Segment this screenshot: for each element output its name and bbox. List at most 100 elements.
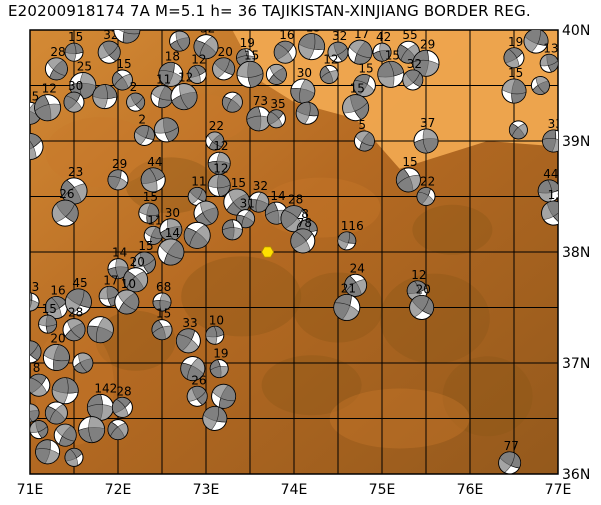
event-depth-label: 44 (543, 167, 558, 181)
focal-mechanism-beachball (180, 356, 206, 382)
lat-tick-label: 36N (562, 467, 590, 483)
focal-mechanism-beachball (30, 292, 40, 312)
event-depth-label: 15 (138, 239, 153, 253)
event-depth-label: 23 (68, 165, 83, 179)
focal-mechanism-beachball (508, 120, 528, 140)
event-depth-label: 22 (420, 175, 435, 189)
focal-mechanism-beachball (537, 179, 558, 203)
mountain-relief (412, 204, 493, 255)
focal-mechanism-beachball (236, 60, 264, 88)
event-depth-label: 14 (165, 226, 180, 240)
event-depth-label: 28 (288, 193, 303, 207)
focal-mechanism-beachball (416, 187, 436, 206)
tarim-basin-area (232, 30, 558, 169)
focal-mechanism-beachball (347, 39, 373, 65)
map-frame (29, 29, 559, 475)
event-depth-label: 26 (191, 373, 206, 387)
focal-mechanism-beachball (395, 167, 421, 193)
event-depth-label: 2 (130, 80, 138, 94)
event-depth-label: 32 (253, 179, 268, 193)
focal-mechanism-beachball (140, 167, 166, 193)
focal-mechanism-beachball (248, 191, 270, 213)
event-depth-label: 33 (182, 316, 197, 330)
focal-mechanism-beachball (187, 64, 207, 84)
map-title: E20200918174 7A M=5.1 h= 36 TAJIKISTAN-X… (8, 2, 531, 20)
event-depth-label: 12 (213, 161, 228, 175)
event-depth-label: 12 (42, 82, 57, 96)
focal-mechanism-beachball (211, 383, 237, 409)
event-depth-label: 12 (191, 52, 206, 66)
focal-mechanism-beachball (30, 133, 44, 161)
focal-mechanism-beachball (92, 84, 118, 110)
focal-mechanism-beachball (34, 94, 62, 122)
event-depth-label: 11 (191, 175, 206, 189)
event-depth-label: 28 (116, 384, 131, 398)
focal-mechanism-beachball (377, 60, 405, 88)
event-depth-label: 18 (165, 49, 180, 63)
mountain-relief (379, 273, 490, 364)
focal-mechanism-beachball (209, 359, 229, 379)
lon-tick-label: 72E (105, 482, 132, 498)
event-depth-label: 78 (297, 216, 312, 230)
event-depth-label: 19 (508, 35, 523, 49)
focal-mechanism-beachball (107, 169, 129, 191)
event-depth-label: 15 (68, 30, 83, 44)
event-depth-label: 20 (218, 45, 233, 59)
focal-mechanism-beachball (78, 416, 106, 444)
event-depth-label: 12 (178, 71, 193, 85)
event-depth-label: 30 (68, 79, 83, 93)
focal-mechanism-beachball (113, 30, 141, 44)
event-depth-label: 15 (116, 57, 131, 71)
focal-mechanism-beachball (60, 177, 88, 205)
event-depth-label: 37 (420, 116, 435, 130)
focal-mechanism-beachball (402, 69, 424, 91)
focal-mechanism-beachball (126, 92, 146, 112)
focal-mechanism-beachball (265, 63, 287, 85)
focal-mechanism-beachball (530, 76, 550, 95)
focal-mechanism-beachball (413, 128, 439, 154)
focal-mechanism-beachball (205, 131, 225, 151)
lon-tick-label: 74E (281, 482, 308, 498)
event-depth-label: 29 (420, 37, 435, 51)
event-depth-label: 10 (209, 313, 224, 327)
event-depth-label: 33 (548, 117, 563, 131)
focal-mechanism-beachball (111, 69, 133, 91)
mountain-relief (261, 355, 362, 416)
event-depth-label: 19 (213, 347, 228, 361)
focal-mechanism-beachball (319, 64, 339, 84)
focal-mechanism-beachball (42, 343, 70, 371)
focal-mechanism-beachball (44, 296, 68, 319)
focal-mechanism-beachball (542, 129, 558, 153)
focal-mechanism-beachball (62, 318, 86, 342)
event-depth-label: 29 (112, 157, 127, 171)
event-depth-label: 77 (504, 439, 519, 453)
event-depth-label: 12 (213, 139, 228, 153)
event-depth-label: 24 (350, 261, 365, 275)
event-depth-label: 15 (402, 155, 417, 169)
event-depth-label: 2 (138, 112, 146, 126)
event-depth-label: 8 (121, 4, 129, 18)
focal-mechanism-beachball (30, 340, 42, 364)
focal-mechanism-beachball (207, 173, 231, 197)
focal-mechanism-beachball (107, 258, 129, 280)
event-depth-label: 8 (33, 361, 41, 375)
event-depth-label: 15 (244, 48, 259, 62)
event-depth-label: 12 (323, 52, 338, 66)
lat-tick-label: 38N (562, 245, 590, 261)
epicenter-hexagon (261, 246, 275, 258)
focal-mechanism-beachball (290, 78, 316, 104)
focal-mechanism-beachball (246, 106, 272, 132)
focal-mechanism-beachball (107, 419, 129, 441)
event-depth-label: 8 (301, 207, 309, 221)
mountain-relief (45, 117, 156, 188)
event-depth-label: 55 (402, 28, 417, 42)
focal-mechanism-beachball (64, 447, 84, 467)
focal-mechanism-beachball (266, 109, 286, 129)
focal-mechanism-beachball (187, 187, 207, 206)
event-depth-label: 44 (147, 155, 162, 169)
lon-tick-label: 71E (17, 482, 44, 498)
focal-mechanism-beachball (290, 228, 316, 254)
focal-mechanism-beachball (193, 200, 219, 226)
